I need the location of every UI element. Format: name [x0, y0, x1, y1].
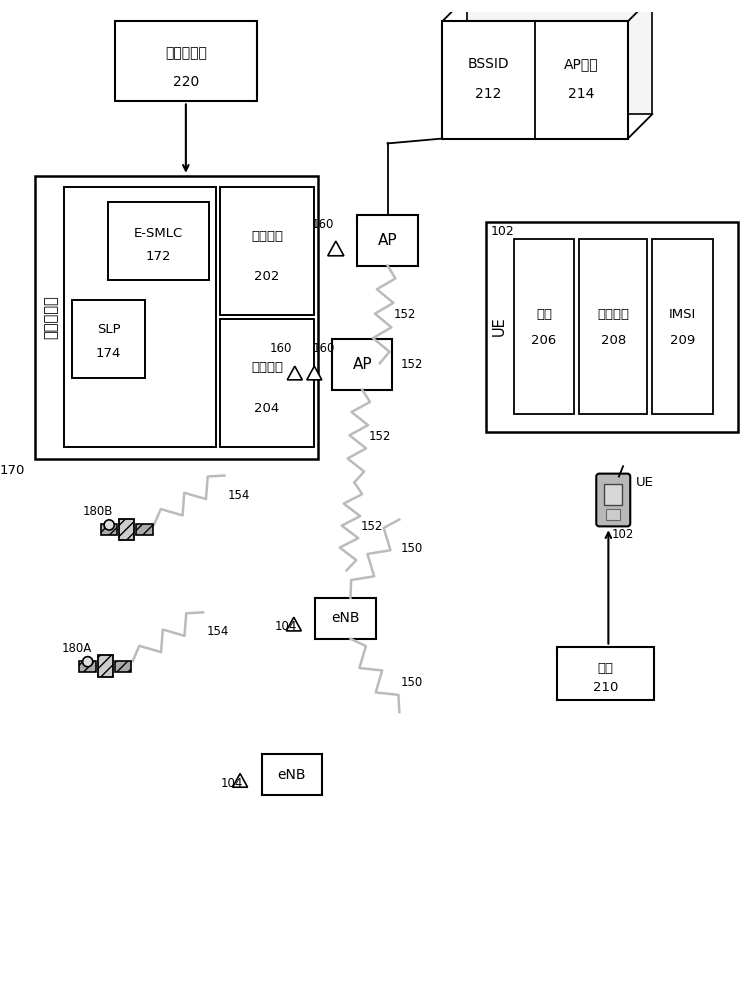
Bar: [556, 647, 654, 700]
Bar: [219, 187, 315, 315]
FancyBboxPatch shape: [596, 474, 630, 526]
Text: AP: AP: [352, 357, 372, 372]
Bar: [80, 661, 96, 672]
Bar: [261, 754, 322, 795]
Polygon shape: [327, 241, 344, 256]
Bar: [514, 239, 575, 414]
Text: 位置: 位置: [598, 662, 614, 675]
Text: 202: 202: [255, 270, 279, 283]
Bar: [315, 598, 376, 639]
Bar: [357, 215, 418, 266]
Text: 154: 154: [207, 625, 229, 638]
Text: 160: 160: [313, 342, 335, 355]
Bar: [115, 661, 131, 672]
Text: 支持信息: 支持信息: [251, 361, 283, 374]
Text: AP位置: AP位置: [564, 57, 599, 71]
Text: 172: 172: [146, 250, 171, 263]
Bar: [98, 655, 113, 677]
Text: 160: 160: [312, 218, 334, 231]
Bar: [653, 239, 713, 414]
Bar: [442, 21, 628, 139]
Bar: [101, 524, 117, 535]
Text: 180A: 180A: [62, 642, 92, 655]
Bar: [604, 484, 623, 505]
Bar: [115, 661, 131, 672]
Bar: [98, 655, 113, 677]
Text: 170: 170: [0, 464, 25, 477]
Text: IMSI: IMSI: [669, 308, 696, 321]
Bar: [80, 661, 96, 672]
Bar: [486, 222, 738, 432]
Text: 212: 212: [475, 87, 502, 101]
Text: 209: 209: [670, 334, 695, 347]
Text: 152: 152: [360, 520, 383, 533]
Text: 154: 154: [228, 489, 250, 502]
Text: 174: 174: [96, 347, 122, 360]
Text: 152: 152: [400, 358, 423, 371]
Text: 位置功能: 位置功能: [597, 308, 629, 321]
Text: UE: UE: [635, 476, 653, 489]
Circle shape: [83, 657, 93, 667]
Text: 外部客户端: 外部客户端: [165, 47, 207, 61]
Text: UE: UE: [491, 317, 506, 336]
Text: 152: 152: [394, 308, 416, 321]
Bar: [332, 339, 393, 390]
Bar: [119, 519, 134, 540]
Bar: [219, 319, 315, 447]
Text: 180B: 180B: [83, 505, 113, 518]
Text: eNB: eNB: [278, 768, 306, 782]
Text: 220: 220: [173, 75, 199, 89]
Circle shape: [104, 520, 114, 530]
Text: BSSID: BSSID: [467, 57, 509, 71]
Text: 150: 150: [401, 542, 423, 555]
Polygon shape: [288, 366, 303, 380]
Text: 206: 206: [531, 334, 556, 347]
Bar: [579, 239, 647, 414]
Text: 210: 210: [593, 681, 618, 694]
Text: E-SMLC: E-SMLC: [134, 227, 183, 240]
Text: 160: 160: [270, 342, 292, 355]
Polygon shape: [286, 617, 301, 631]
Text: 102: 102: [491, 225, 515, 238]
Text: 服务质量: 服务质量: [251, 230, 283, 243]
Polygon shape: [307, 366, 322, 380]
Bar: [136, 524, 152, 535]
Text: 104: 104: [221, 777, 243, 790]
Text: 测量: 测量: [536, 308, 552, 321]
Text: 150: 150: [401, 676, 423, 689]
Text: 152: 152: [369, 430, 391, 443]
Text: eNB: eNB: [331, 611, 360, 625]
Text: 104: 104: [275, 620, 297, 633]
Text: 214: 214: [568, 87, 594, 101]
Text: AP: AP: [378, 233, 397, 248]
Text: 位置服务器: 位置服务器: [43, 295, 58, 339]
Text: 102: 102: [612, 528, 634, 541]
Bar: [65, 187, 216, 447]
Bar: [136, 524, 152, 535]
Polygon shape: [233, 774, 248, 787]
Bar: [72, 300, 145, 378]
Bar: [606, 509, 620, 520]
Bar: [119, 519, 134, 540]
Bar: [108, 202, 209, 280]
Bar: [466, 0, 653, 114]
Bar: [115, 21, 257, 101]
Text: 204: 204: [255, 402, 279, 415]
Text: 208: 208: [601, 334, 626, 347]
Bar: [35, 176, 318, 459]
Text: SLP: SLP: [97, 323, 120, 336]
Bar: [101, 524, 117, 535]
